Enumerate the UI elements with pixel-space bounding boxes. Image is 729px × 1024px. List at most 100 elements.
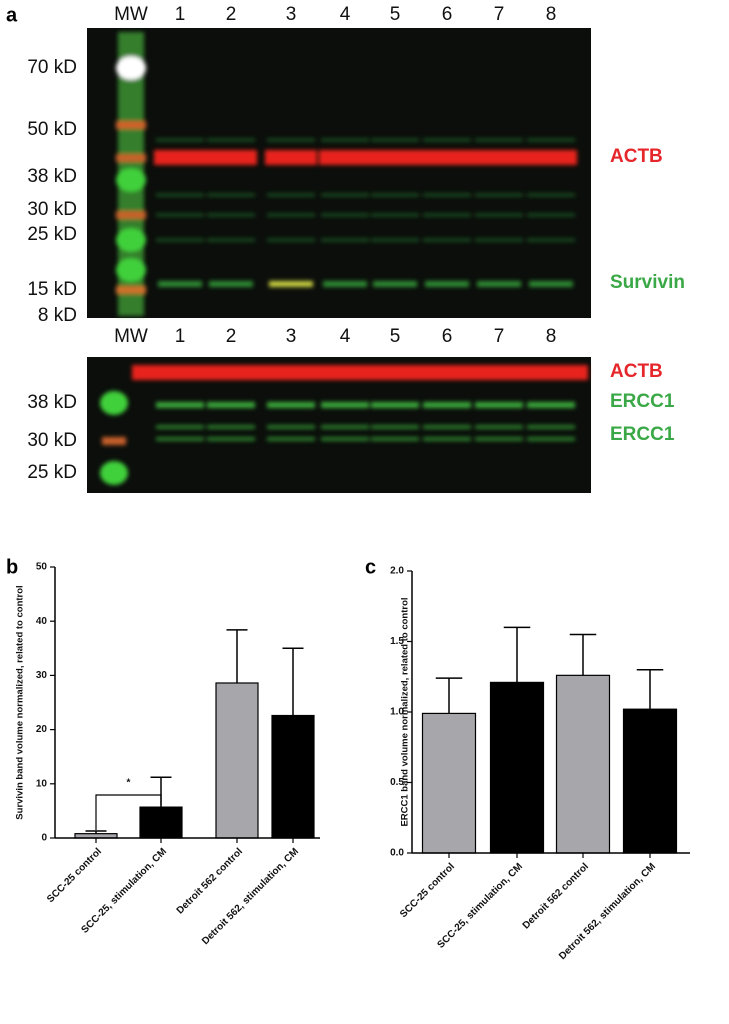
marker-label: 38 kD — [27, 392, 77, 413]
band — [371, 437, 419, 441]
faint-band — [527, 193, 575, 197]
band — [473, 150, 525, 165]
ladder-spot — [100, 461, 128, 485]
annotation: * — [127, 778, 131, 789]
band — [156, 425, 204, 429]
band — [207, 437, 255, 441]
band — [529, 281, 573, 287]
x-tick-label: SCC-25 control — [45, 846, 104, 905]
ladder-spot — [116, 258, 146, 282]
band — [477, 281, 521, 287]
band — [269, 281, 313, 287]
faint-band — [207, 213, 255, 217]
band — [207, 402, 255, 408]
faint-band — [207, 193, 255, 197]
marker-label: 50 kD — [27, 119, 77, 140]
band — [525, 150, 577, 165]
ladder-spot — [116, 56, 146, 80]
band — [156, 437, 204, 441]
ladder-band — [116, 211, 146, 219]
lane-label: MW — [114, 326, 148, 347]
x-tick-label: Detroit 562 control — [521, 861, 591, 931]
band — [321, 437, 369, 441]
ladder-band — [116, 286, 146, 294]
faint-band — [475, 193, 523, 197]
faint-band — [475, 238, 523, 242]
lane-label: 3 — [286, 4, 297, 25]
lane-label: 5 — [390, 4, 401, 25]
target-label: ERCC1 — [610, 424, 675, 445]
y-axis-label: Survivin band volume normalized, related… — [15, 585, 26, 819]
lane-label: 2 — [226, 326, 237, 347]
faint-band — [475, 213, 523, 217]
faint-band — [527, 238, 575, 242]
band — [371, 402, 419, 408]
faint-band — [423, 138, 471, 142]
ladder-band — [116, 121, 146, 129]
ladder-band — [102, 437, 126, 445]
bar — [271, 714, 315, 839]
y-tick-label: 50 — [36, 562, 48, 573]
band — [267, 425, 315, 429]
band — [319, 150, 371, 165]
band — [267, 437, 315, 441]
blot-bands — [100, 32, 588, 485]
y-tick-label: 0 — [41, 833, 47, 844]
faint-band — [156, 238, 204, 242]
target-label: ACTB — [610, 146, 663, 167]
faint-band — [475, 138, 523, 142]
faint-band — [371, 238, 419, 242]
band — [425, 281, 469, 287]
lane-label: 7 — [494, 326, 505, 347]
marker-label: 30 kD — [27, 199, 77, 220]
lane-label: 3 — [286, 326, 297, 347]
faint-band — [423, 193, 471, 197]
bar — [555, 674, 611, 854]
lane-label: 5 — [390, 326, 401, 347]
band — [423, 402, 471, 408]
y-axis-label: ERCC1 band volume normalized, related to… — [400, 597, 411, 826]
faint-band — [321, 213, 369, 217]
band — [527, 437, 575, 441]
faint-band — [423, 238, 471, 242]
band — [267, 402, 315, 408]
faint-band — [371, 138, 419, 142]
x-tick-label: SCC-25 control — [398, 861, 457, 920]
band — [527, 402, 575, 408]
band — [205, 150, 257, 165]
band — [207, 425, 255, 429]
blot-image — [87, 28, 591, 318]
marker-label: 38 kD — [27, 166, 77, 187]
lane-label: 2 — [226, 4, 237, 25]
marker-label: 15 kD — [27, 279, 77, 300]
target-label: Survivin — [610, 272, 685, 293]
faint-band — [321, 238, 369, 242]
faint-band — [527, 213, 575, 217]
band — [421, 150, 473, 165]
faint-band — [527, 138, 575, 142]
significance-bracket — [95, 794, 162, 830]
band — [321, 402, 369, 408]
ladder-spot — [116, 228, 146, 252]
band — [265, 150, 317, 165]
lane-label: 7 — [494, 4, 505, 25]
lane-label: 8 — [546, 326, 557, 347]
y-tick-label: 1.5 — [390, 636, 404, 647]
faint-band — [321, 193, 369, 197]
band — [158, 281, 202, 287]
lane-label: MW — [114, 4, 148, 25]
faint-band — [321, 138, 369, 142]
faint-band — [371, 213, 419, 217]
band — [371, 425, 419, 429]
bar — [215, 682, 259, 839]
panel-label: c — [365, 556, 376, 578]
ladder-spot — [116, 168, 146, 192]
band — [423, 425, 471, 429]
faint-band — [156, 213, 204, 217]
y-tick-label: 10 — [36, 778, 48, 789]
faint-band — [267, 193, 315, 197]
lane-label: 6 — [442, 4, 453, 25]
band — [323, 281, 367, 287]
y-tick-label: 30 — [36, 670, 48, 681]
